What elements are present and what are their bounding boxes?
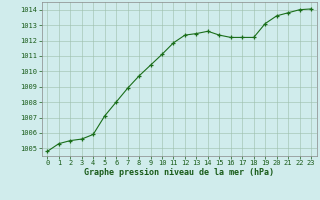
X-axis label: Graphe pression niveau de la mer (hPa): Graphe pression niveau de la mer (hPa)	[84, 168, 274, 177]
